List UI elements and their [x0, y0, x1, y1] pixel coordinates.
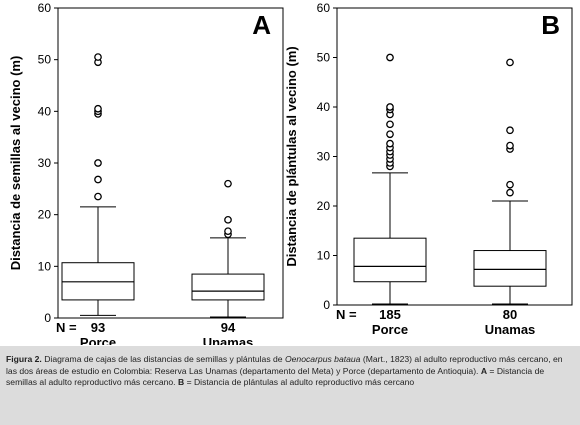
caption-label: Figura 2. [6, 354, 42, 364]
outlier-point [224, 227, 232, 236]
n-value: 94 [221, 320, 236, 335]
outlier-point [224, 179, 232, 188]
y-tick-label: 10 [317, 249, 331, 263]
n-label: N = [336, 307, 357, 322]
outlier-point [506, 58, 514, 67]
n-value: 185 [379, 307, 401, 322]
caption-b-text: = Distancia de plántulas al adulto repro… [184, 377, 415, 388]
outlier-point [506, 126, 514, 135]
outlier-point [94, 53, 102, 61]
outlier-point [386, 120, 394, 129]
n-value: 80 [503, 307, 517, 322]
outlier-point [386, 53, 394, 62]
outlier-point [386, 103, 394, 111]
outlier-point [224, 215, 232, 224]
figure: 0 10 20 30 40 50 60 Distancia de semillas al ve… [8, 1, 573, 345]
figure-caption: Figura 2. Diagrama de cajas de las dista… [6, 354, 574, 389]
caption-a-label: A [480, 365, 488, 376]
caption-text-2: (Mart., 1823) al adulto reproductivo más… [6, 354, 563, 376]
caption-species: Oenocarpus bataua [284, 354, 361, 364]
outlier-point [506, 141, 514, 150]
caption-text-1: Diagrama de cajas de las distancias de s… [41, 354, 285, 364]
caption-a-text: = Distancia de semillas al adulto reprod… [6, 365, 545, 388]
y-tick-label: 0 [44, 311, 51, 325]
y-tick-label: 0 [323, 298, 330, 312]
y-tick-label: 30 [317, 150, 331, 164]
y-tick-label: 50 [38, 53, 52, 67]
outlier-point [94, 159, 102, 167]
y-tick-label: 40 [317, 100, 331, 114]
category-label: Unamas [203, 335, 254, 345]
category-label: Unamas [485, 322, 536, 337]
category-label: Porce [372, 322, 408, 337]
y-axis-title: Distancia de plántulas al vecino (m) [284, 46, 299, 266]
panel-letter: B [541, 10, 560, 40]
y-tick-label: 40 [38, 104, 52, 118]
outlier-point [386, 139, 394, 148]
y-tick-label: 60 [317, 1, 331, 15]
y-tick-label: 10 [38, 259, 52, 273]
caption-b-label: B [177, 377, 185, 388]
y-tick-label: 20 [317, 199, 331, 213]
box [191, 273, 265, 301]
box [473, 250, 547, 287]
y-tick-label: 60 [38, 1, 52, 15]
caption-box: Figura 2. Diagrama de cajas de las dista… [0, 346, 580, 425]
y-axis-title: Distancia de semillas al vecino (m) [8, 56, 23, 271]
outlier-point [386, 130, 394, 139]
y-tick-label: 30 [38, 156, 52, 170]
category-label: Porce [80, 335, 116, 345]
box [353, 237, 427, 283]
outlier-point [506, 180, 514, 189]
outlier-point [506, 188, 514, 197]
outlier-point [94, 175, 102, 184]
n-label: N = [56, 320, 77, 335]
y-tick-label: 50 [317, 51, 331, 65]
outlier-point [94, 192, 102, 201]
y-tick-label: 20 [38, 208, 52, 222]
panel-letter: A [252, 10, 271, 40]
n-value: 93 [91, 320, 105, 335]
outlier-point [94, 104, 102, 113]
box-plot-figure: 0 10 20 30 40 50 60 Distancia de semillas al ve… [8, 1, 573, 345]
